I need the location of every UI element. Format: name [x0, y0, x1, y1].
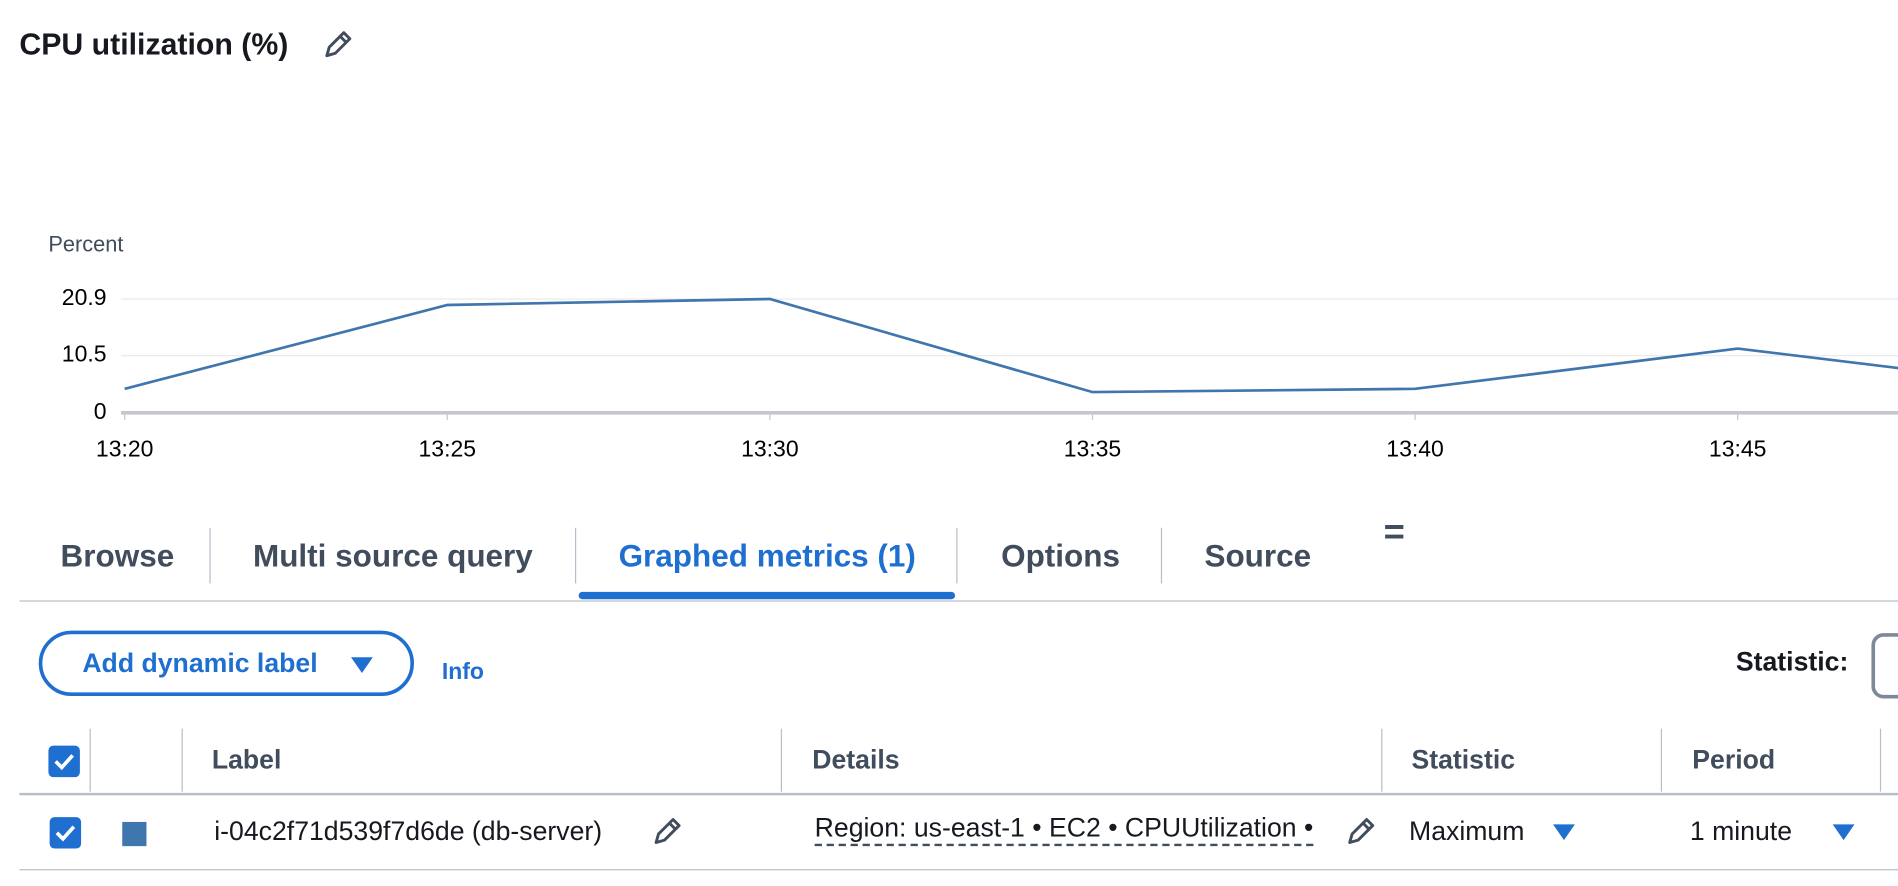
row-checkbox[interactable] [49, 817, 82, 849]
column-separator [1879, 728, 1882, 792]
tab-separator [956, 527, 958, 584]
column-separator [181, 728, 183, 792]
edit-icon[interactable] [322, 29, 353, 60]
select-all-checkbox[interactable] [48, 745, 80, 778]
info-link[interactable]: Info [441, 659, 484, 686]
data-line [124, 297, 1898, 394]
y-tick-label: 20.9 [62, 284, 107, 310]
column-separator [780, 728, 782, 792]
edit-icon[interactable] [651, 816, 682, 847]
column-separator [1381, 728, 1383, 792]
dropdown-arrow[interactable] [1832, 824, 1855, 841]
x-tick-label: 13:35 [1064, 435, 1122, 461]
tab-separator [574, 527, 577, 584]
dropdown-arrow[interactable] [1553, 824, 1575, 841]
tab-separator [209, 527, 211, 584]
tab[interactable]: Source [1204, 537, 1312, 574]
check [54, 754, 74, 771]
active-tab-indicator [578, 591, 956, 600]
chart: Percent 0 10.5 20.9 13:20 13:25 13:30 13:35 13:… [48, 231, 1898, 461]
y-axis-title: Percent [48, 231, 123, 256]
column-separator [1660, 728, 1663, 792]
button-label: Add dynamic label [82, 647, 318, 678]
row-divider [19, 869, 1898, 871]
tab-divider [19, 600, 1898, 602]
edit-icon[interactable] [1345, 816, 1376, 847]
row-period[interactable]: 1 minute [1689, 815, 1793, 847]
tab[interactable]: Browse [60, 537, 175, 574]
column-header: Period [1692, 744, 1776, 775]
row-details[interactable]: Region: us-east-1 • EC2 • CPUUtilization… [814, 812, 1314, 847]
column-separator [89, 728, 91, 792]
x-tick-label: 13:40 [1386, 435, 1444, 461]
dropdown-arrow [351, 657, 373, 674]
header-divider [19, 792, 1898, 796]
tab[interactable]: Graphed metrics (1) [618, 537, 916, 574]
x-tick-label: 13:30 [741, 435, 799, 461]
row-label: i-04c2f71d539f7d6de (db-server) [214, 815, 603, 847]
statistic-select[interactable] [1871, 633, 1898, 699]
column-header: Details [812, 744, 900, 775]
add-dynamic-label-button[interactable]: Add dynamic label [38, 630, 414, 697]
drag-handle[interactable]: = [1383, 512, 1405, 552]
x-tick-label: 13:45 [1709, 435, 1767, 461]
widget-title: CPU utilization (%) [19, 27, 289, 62]
x-tick-label: 13:25 [419, 435, 477, 461]
tab-separator [1160, 527, 1163, 584]
column-header: Statistic [1411, 744, 1516, 775]
y-tick-label: 10.5 [62, 341, 107, 367]
statistic-label: Statistic: [1735, 646, 1849, 677]
y-tick-label: 0 [94, 398, 107, 424]
tab[interactable]: Options [1001, 537, 1120, 574]
series-color[interactable] [122, 821, 147, 847]
check [55, 825, 76, 842]
column-header: Label [211, 744, 282, 775]
x-tick-label: 13:20 [96, 435, 154, 461]
row-statistic[interactable]: Maximum [1409, 815, 1525, 847]
tab[interactable]: Multi source query [252, 537, 533, 574]
